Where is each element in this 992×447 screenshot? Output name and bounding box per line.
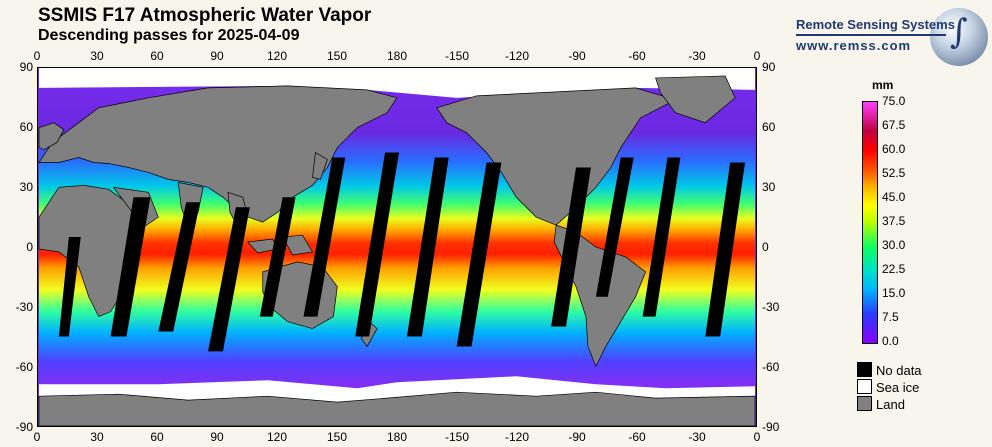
lon-tick: 150 <box>326 49 348 63</box>
lat-tick: -90 <box>762 420 780 434</box>
lat-tick: -30 <box>762 300 780 314</box>
lon-tick: -90 <box>568 49 586 63</box>
lon-tick: -90 <box>568 430 586 444</box>
colorbar-unit: mm <box>872 78 894 92</box>
land-swatch <box>857 396 872 411</box>
map-title: SSMIS F17 Atmospheric Water Vapor <box>38 5 372 26</box>
globe-icon <box>930 8 988 66</box>
lon-tick: 120 <box>266 430 288 444</box>
lat-tick: -60 <box>762 360 780 374</box>
lon-tick: 90 <box>210 430 224 444</box>
land-masses <box>38 75 756 426</box>
integral-logo-icon: ∫ <box>950 12 968 52</box>
colorbar-label: 52.5 <box>882 166 906 180</box>
lat-tick: 60 <box>19 120 33 134</box>
logo-divider <box>796 34 946 36</box>
lon-tick: -150 <box>444 49 470 63</box>
colorbar-label: 22.5 <box>882 262 906 276</box>
lat-tick: 30 <box>762 180 776 194</box>
no-data-swaths <box>58 152 746 352</box>
legend-no-data: No data <box>857 362 922 378</box>
lon-tick: -30 <box>688 430 706 444</box>
lon-tick: 60 <box>150 49 164 63</box>
lat-tick: -90 <box>15 420 33 434</box>
lon-tick: 0 <box>33 430 41 444</box>
legend-label: Land <box>876 397 905 412</box>
lon-tick: 90 <box>210 49 224 63</box>
sea-ice-swatch <box>857 379 872 394</box>
lon-tick: 150 <box>326 430 348 444</box>
arctic-sea-ice <box>39 68 755 98</box>
colorbar-label: 45.0 <box>882 190 906 204</box>
lon-tick: 180 <box>386 430 408 444</box>
lon-tick: 120 <box>266 49 288 63</box>
lon-tick: 180 <box>386 49 408 63</box>
lon-tick: -60 <box>628 430 646 444</box>
lon-tick: -60 <box>628 49 646 63</box>
lon-tick: 0 <box>33 49 41 63</box>
lon-tick: 60 <box>150 430 164 444</box>
lon-tick: 30 <box>90 49 104 63</box>
colorbar-label: 7.5 <box>882 310 899 324</box>
legend-label: No data <box>876 363 922 378</box>
no-data-swatch <box>857 362 872 377</box>
lon-tick: 0 <box>753 49 761 63</box>
lat-tick: -60 <box>15 360 33 374</box>
lat-tick: -30 <box>15 300 33 314</box>
lon-tick: -30 <box>688 49 706 63</box>
lat-tick: 60 <box>762 120 776 134</box>
colorbar-label: 30.0 <box>882 238 906 252</box>
water-vapor-map <box>37 67 757 427</box>
colorbar-label: 67.5 <box>882 118 906 132</box>
colorbar-label: 15.0 <box>882 286 906 300</box>
colorbar-label: 0.0 <box>882 334 899 348</box>
legend-land: Land <box>857 396 905 412</box>
map-graphic <box>38 68 756 426</box>
colorbar-label: 75.0 <box>882 94 906 108</box>
lat-tick: 90 <box>19 60 33 74</box>
legend-label: Sea ice <box>876 380 920 395</box>
lon-tick: 30 <box>90 430 104 444</box>
lat-tick: 0 <box>26 240 33 254</box>
lat-tick: 30 <box>19 180 33 194</box>
logo-name: Remote Sensing Systems <box>796 17 955 32</box>
map-subtitle: Descending passes for 2025-04-09 <box>38 27 300 44</box>
colorbar <box>862 101 878 344</box>
lon-tick: -150 <box>444 430 470 444</box>
legend-sea-ice: Sea ice <box>857 379 919 395</box>
lon-tick: 0 <box>753 430 761 444</box>
logo-url[interactable]: www.remss.com <box>796 38 912 53</box>
lon-tick: -120 <box>504 430 530 444</box>
colorbar-label: 60.0 <box>882 142 906 156</box>
lat-tick: 90 <box>762 60 776 74</box>
colorbar-label: 37.5 <box>882 214 906 228</box>
lat-tick: 0 <box>762 240 769 254</box>
lon-tick: -120 <box>504 49 530 63</box>
